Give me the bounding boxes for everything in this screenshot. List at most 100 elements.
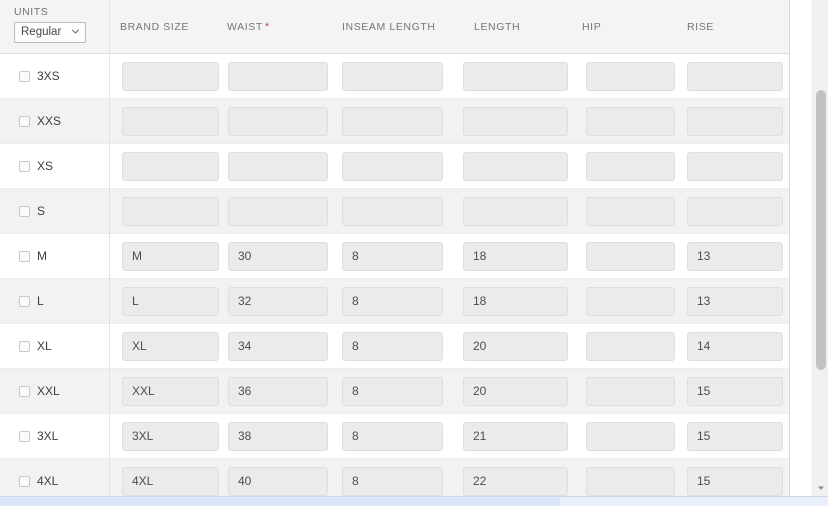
input-brand-size[interactable]: XL [122,331,219,361]
vertical-scrollbar-thumb[interactable] [816,90,826,370]
input-hip[interactable] [586,106,675,136]
input-inseam-length[interactable] [342,151,443,181]
units-select[interactable]: Regular [14,22,86,43]
input-rise[interactable] [687,106,783,136]
input-rise[interactable]: 15 [687,421,783,451]
input-brand-size[interactable]: M [122,241,219,271]
cell-rise: 13 [675,241,785,271]
cell-hip [568,466,675,496]
input-waist[interactable]: 40 [228,466,328,496]
input-brand-size[interactable]: XXL [122,376,219,406]
input-hip[interactable] [586,421,675,451]
input-waist[interactable]: 36 [228,376,328,406]
row-size-label: S [37,204,46,218]
cell-hip [568,196,675,226]
units-select-value: Regular [21,26,62,38]
horizontal-scrollbar[interactable] [0,496,828,506]
column-header-label: RISE [687,21,714,33]
row-size-label-cell: XL [0,323,110,369]
input-hip[interactable] [586,196,675,226]
row-checkbox[interactable] [19,70,30,82]
input-brand-size[interactable] [122,61,219,91]
input-hip[interactable] [586,376,675,406]
row-fields: L 32 8 18 13 [110,279,789,324]
input-inseam-length[interactable]: 8 [342,376,443,406]
input-hip[interactable] [586,61,675,91]
row-size-label-cell: XS [0,143,110,189]
input-inseam-length[interactable]: 8 [342,331,443,361]
input-hip[interactable] [586,331,675,361]
input-waist[interactable]: 34 [228,331,328,361]
input-inseam-length[interactable]: 8 [342,286,443,316]
input-hip[interactable] [586,466,675,496]
cell-length [459,196,568,226]
input-brand-size[interactable] [122,106,219,136]
row-size-label: 3XS [37,69,60,83]
input-rise[interactable]: 13 [687,241,783,271]
row-checkbox[interactable] [19,115,30,127]
column-header-label: INSEAM LENGTH [342,21,436,33]
input-hip[interactable] [586,151,675,181]
input-length[interactable] [463,106,568,136]
table-row: 4XL 4XL 40 8 22 15 [0,458,789,496]
cell-inseam-length: 8 [342,286,459,316]
row-fields: 3XL 38 8 21 15 [110,414,789,459]
input-waist[interactable] [228,106,328,136]
row-checkbox[interactable] [19,295,30,307]
input-rise[interactable]: 15 [687,376,783,406]
row-checkbox[interactable] [19,205,30,217]
input-waist[interactable] [228,151,328,181]
input-rise[interactable]: 15 [687,466,783,496]
input-inseam-length[interactable]: 8 [342,466,443,496]
input-inseam-length[interactable] [342,61,443,91]
cell-waist: 38 [225,421,342,451]
input-length[interactable]: 21 [463,421,568,451]
row-checkbox[interactable] [19,340,30,352]
input-waist[interactable] [228,61,328,91]
cell-brand-size [110,106,225,136]
input-length[interactable] [463,61,568,91]
input-waist[interactable]: 32 [228,286,328,316]
input-rise[interactable] [687,61,783,91]
input-length[interactable]: 20 [463,376,568,406]
input-rise[interactable] [687,196,783,226]
required-asterisk: * [264,21,270,33]
input-brand-size[interactable]: 4XL [122,466,219,496]
row-fields [110,189,789,234]
row-checkbox[interactable] [19,385,30,397]
cell-waist: 40 [225,466,342,496]
input-inseam-length[interactable]: 8 [342,421,443,451]
input-waist[interactable]: 30 [228,241,328,271]
vertical-scrollbar[interactable] [812,0,828,496]
input-inseam-length[interactable] [342,106,443,136]
input-waist[interactable]: 38 [228,421,328,451]
input-brand-size[interactable]: L [122,286,219,316]
input-length[interactable]: 18 [463,286,568,316]
input-length[interactable]: 22 [463,466,568,496]
row-checkbox[interactable] [19,250,30,262]
input-rise[interactable] [687,151,783,181]
row-checkbox[interactable] [19,160,30,172]
input-length[interactable] [463,151,568,181]
row-checkbox[interactable] [19,475,30,487]
column-header-inseam-length: INSEAM LENGTH [342,21,459,54]
input-hip[interactable] [586,241,675,271]
cell-rise: 13 [675,286,785,316]
horizontal-scrollbar-thumb[interactable] [0,498,560,506]
input-brand-size[interactable] [122,151,219,181]
row-checkbox[interactable] [19,430,30,442]
input-brand-size[interactable]: 3XL [122,421,219,451]
row-size-label: L [37,294,44,308]
grid-header-row: UNITS Regular BRAND SIZE [0,0,789,54]
input-length[interactable]: 20 [463,331,568,361]
scroll-down-arrow-icon[interactable] [817,484,825,492]
input-rise[interactable]: 14 [687,331,783,361]
input-length[interactable] [463,196,568,226]
input-hip[interactable] [586,286,675,316]
input-brand-size[interactable] [122,196,219,226]
input-waist[interactable] [228,196,328,226]
input-inseam-length[interactable] [342,196,443,226]
input-length[interactable]: 18 [463,241,568,271]
input-inseam-length[interactable]: 8 [342,241,443,271]
input-rise[interactable]: 13 [687,286,783,316]
